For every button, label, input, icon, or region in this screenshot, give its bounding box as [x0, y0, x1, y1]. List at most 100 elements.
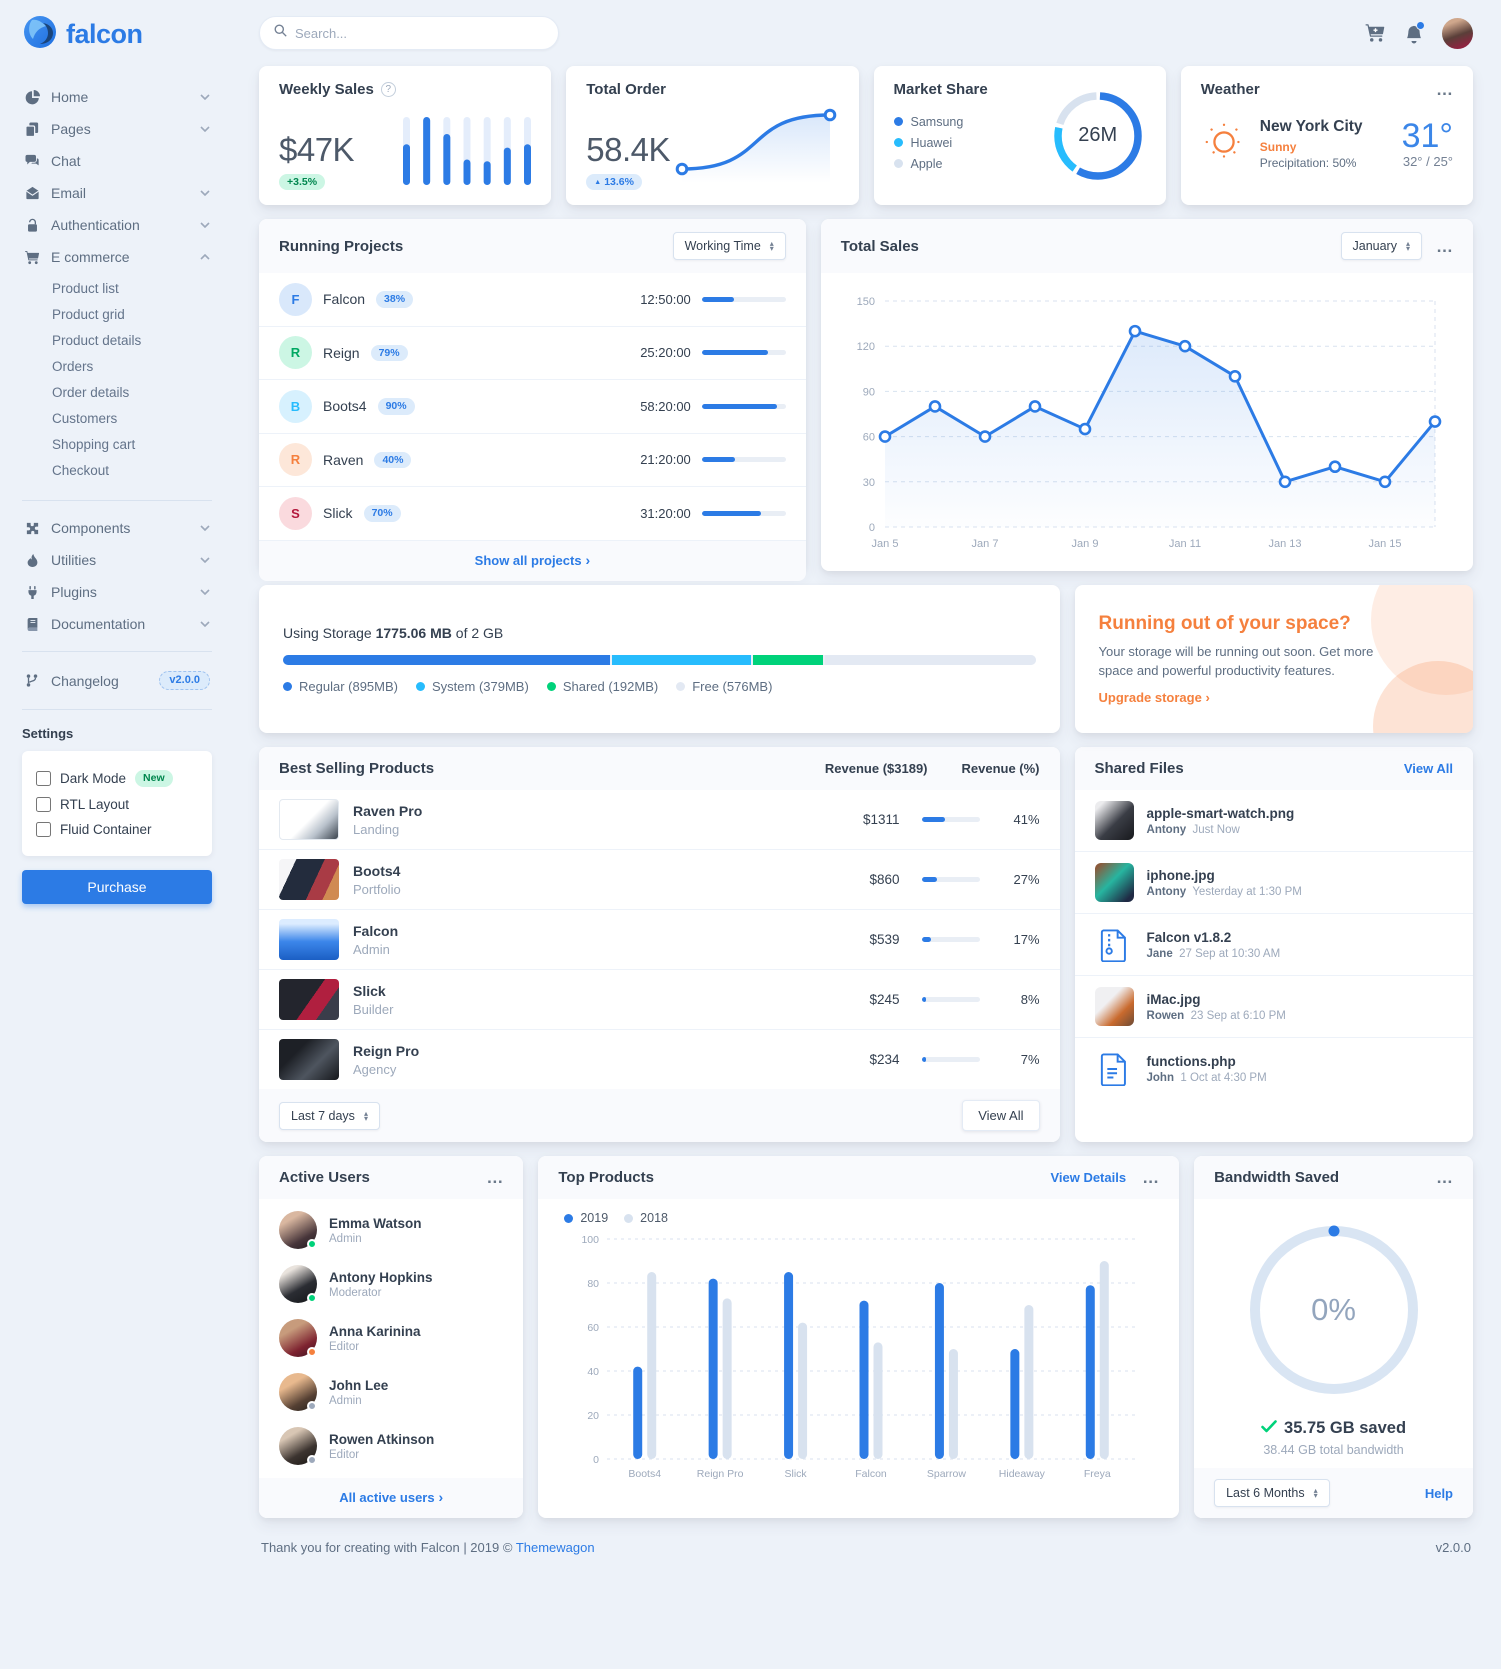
sidebar-item-ecommerce[interactable]: E commerce	[22, 241, 212, 273]
user-row[interactable]: Emma Watson Admin	[259, 1203, 523, 1257]
bandwidth-gauge: 0%	[1239, 1215, 1429, 1405]
progress-badge: 79%	[370, 344, 408, 361]
search-input[interactable]	[295, 25, 544, 41]
sidebar-item-checkout[interactable]: Checkout	[52, 462, 110, 478]
project-row[interactable]: S Slick 70% 31:20:00	[259, 487, 806, 541]
view-all-button[interactable]: View All	[962, 1100, 1040, 1131]
file-row[interactable]: functions.php John 1 Oct at 4:30 PM	[1074, 1037, 1473, 1099]
product-row[interactable]: Reign Pro Agency $234 7%	[259, 1030, 1060, 1089]
sidebar-item-product-details[interactable]: Product details	[52, 332, 142, 348]
legend-item: 2018	[624, 1211, 668, 1225]
user-row[interactable]: Rowen Atkinson Editor	[259, 1419, 523, 1473]
legend-dot	[546, 681, 556, 691]
svg-text:20: 20	[587, 1410, 599, 1422]
show-all-projects-link[interactable]: Show all projects	[475, 553, 590, 568]
sidebar-item-product-list[interactable]: Product list	[52, 280, 119, 296]
user-row[interactable]: Anna Karinina Editor	[259, 1311, 523, 1365]
file-row[interactable]: iMac.jpg Rowen 23 Sep at 6:10 PM	[1074, 975, 1473, 1037]
product-row[interactable]: Raven Pro Landing $1311 41%	[259, 790, 1060, 850]
product-row[interactable]: Falcon Admin $539 17%	[259, 910, 1060, 970]
sidebar-item-changelog[interactable]: Changelog v2.0.0	[22, 663, 212, 698]
more-menu-icon[interactable]	[1142, 1169, 1159, 1186]
help-link[interactable]: Help	[1424, 1485, 1453, 1501]
sidebar-item-email[interactable]: Email	[22, 177, 212, 209]
revenue-bar	[921, 1057, 980, 1062]
product-row[interactable]: Boots4 Portfolio $860 27%	[259, 850, 1060, 910]
product-row[interactable]: Slick Builder $245 8%	[259, 970, 1060, 1030]
storage-segment-shared	[752, 654, 823, 665]
date-range-select[interactable]: Last 7 days	[279, 1101, 380, 1130]
working-time-select[interactable]: Working Time	[672, 232, 786, 260]
new-badge: New	[135, 770, 173, 787]
zip-file-icon	[1095, 925, 1134, 964]
more-menu-icon[interactable]	[1436, 81, 1453, 98]
user-row[interactable]: Antony Hopkins Moderator	[259, 1257, 523, 1311]
plug-icon	[24, 585, 40, 600]
help-icon[interactable]	[380, 82, 396, 97]
product-list: Raven Pro Landing $1311 41% Boots4 Portfol…	[259, 790, 1060, 1089]
chevron-down-icon	[200, 557, 210, 563]
purchase-button[interactable]: Purchase	[22, 869, 212, 904]
chevron-down-icon	[200, 190, 210, 196]
check-icon	[1261, 1419, 1277, 1438]
rtl-layout-checkbox[interactable]	[36, 796, 51, 812]
running-projects-card: Running Projects Working Time F Falcon 3…	[259, 219, 806, 581]
file-row[interactable]: Falcon v1.8.2 Jane 27 Sep at 10:30 AM	[1074, 913, 1473, 975]
revenue-column-header: Revenue ($3189)	[824, 761, 928, 776]
fluid-container-checkbox[interactable]	[36, 821, 51, 837]
more-menu-icon[interactable]	[1436, 1169, 1453, 1186]
space-warning-body: Your storage will be running out soon. G…	[1098, 643, 1374, 678]
view-all-files-link[interactable]: View All	[1403, 761, 1453, 776]
legend-dot	[283, 681, 292, 691]
dark-mode-toggle[interactable]: Dark Mode New	[36, 765, 198, 792]
sidebar-item-plugins[interactable]: Plugins	[22, 576, 212, 608]
rtl-layout-toggle[interactable]: RTL Layout	[36, 792, 198, 817]
svg-text:Jan 9: Jan 9	[1071, 538, 1098, 550]
sidebar-item-orders[interactable]: Orders	[52, 358, 94, 374]
sidebar-item-customers[interactable]: Customers	[52, 410, 118, 426]
svg-text:30: 30	[863, 477, 875, 489]
sidebar-item-chat[interactable]: Chat	[22, 145, 212, 177]
product-revenue: $539	[869, 932, 900, 947]
user-row[interactable]: John Lee Admin	[259, 1365, 523, 1419]
fluid-container-toggle[interactable]: Fluid Container	[36, 817, 198, 842]
top-products-legend: 2019 2018	[538, 1199, 1179, 1225]
sidebar-item-shopping-cart[interactable]: Shopping cart	[52, 436, 136, 452]
file-row[interactable]: apple-smart-watch.png Antony Just Now	[1075, 790, 1473, 851]
sidebar-item-authentication[interactable]: Authentication	[22, 209, 212, 241]
sidebar-item-product-grid[interactable]: Product grid	[52, 306, 125, 322]
storage-segment-free	[824, 654, 1036, 665]
project-row[interactable]: B Boots4 90% 58:20:00	[259, 380, 806, 434]
sidebar-item-documentation[interactable]: Documentation	[22, 608, 212, 640]
project-row[interactable]: R Raven 40% 21:20:00	[259, 434, 806, 487]
falcon-dashboard: falcon Home Pages Chat Email	[0, 0, 1501, 1575]
upgrade-storage-link[interactable]: Upgrade storage	[1099, 690, 1449, 705]
project-row[interactable]: F Falcon 38% 12:50:00	[259, 273, 806, 327]
sidebar-item-pages[interactable]: Pages	[22, 113, 212, 145]
sidebar-item-utilities[interactable]: Utilities	[22, 544, 212, 576]
bandwidth-saved-value: 35.75 GB saved	[1284, 1419, 1407, 1437]
storage-segment-system	[612, 654, 751, 665]
more-menu-icon[interactable]	[1436, 238, 1453, 255]
card-title: Weekly Sales	[279, 81, 374, 98]
project-row[interactable]: R Reign 79% 25:20:00	[259, 327, 806, 380]
period-select[interactable]: Last 6 Months	[1214, 1479, 1330, 1507]
more-menu-icon[interactable]	[486, 1169, 503, 1186]
storage-usage-bar	[283, 654, 1036, 665]
cart-icon[interactable]	[1365, 23, 1386, 43]
themewagon-link[interactable]: Themewagon	[515, 1540, 595, 1555]
brand-logo[interactable]: falcon	[22, 14, 212, 55]
sidebar-item-order-details[interactable]: Order details	[52, 384, 130, 400]
notifications-bell-icon[interactable]	[1404, 20, 1425, 44]
file-row[interactable]: iphone.jpg Antony Yesterday at 1:30 PM	[1074, 851, 1473, 913]
all-active-users-link[interactable]: All active users	[339, 1490, 443, 1505]
dark-mode-checkbox[interactable]	[36, 770, 51, 786]
month-select[interactable]: January	[1340, 232, 1422, 260]
user-avatar[interactable]	[1442, 17, 1473, 49]
total-sales-line-chart: 0 30 60 90 120 150 Jan 5 Jan 7 Jan 9 Jan 11 Jan 13…	[821, 273, 1473, 571]
sidebar-item-home[interactable]: Home	[22, 81, 212, 113]
search-box[interactable]	[259, 16, 559, 50]
sidebar-item-components[interactable]: Components	[22, 512, 212, 544]
gauge-percent: 0%	[1311, 1292, 1356, 1327]
view-details-link[interactable]: View Details	[1050, 1170, 1127, 1185]
